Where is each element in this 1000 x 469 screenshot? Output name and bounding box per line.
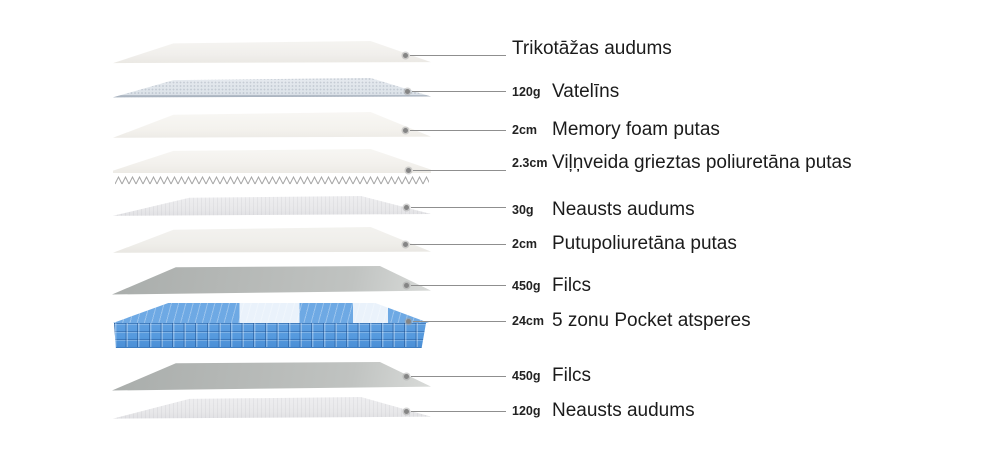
label-nonwoven-bottom: 120g Neausts audums bbox=[512, 397, 695, 425]
layer-name: Memory foam putas bbox=[552, 119, 720, 140]
layer-felt-top-illustration bbox=[112, 266, 431, 296]
label-knit-fabric: Trikotāžas audums bbox=[512, 35, 672, 63]
leader-rule bbox=[413, 169, 506, 172]
label-nonwoven-thin: 30g Neausts audums bbox=[512, 196, 695, 224]
wave-foam-sheet bbox=[113, 149, 431, 173]
leader-rule bbox=[410, 54, 506, 57]
measurement-value: 450g bbox=[512, 279, 541, 293]
leader-dot-icon bbox=[406, 319, 411, 324]
layer-name: Filcs bbox=[552, 365, 592, 386]
measurement-value: 120g bbox=[512, 85, 541, 99]
label-wave-cut-foam: 2.3cm Viļņveida grieztas poliuretāna put… bbox=[512, 149, 852, 177]
polyurethane-sheet bbox=[113, 227, 431, 253]
leader-dot-icon bbox=[404, 374, 409, 379]
label-felt-top: 450g Filcs bbox=[512, 272, 591, 300]
felt-sheet-bottom bbox=[112, 362, 431, 391]
label-polyurethane-foam: 2cm Putupoliuretāna putas bbox=[512, 230, 737, 258]
layer-name: Filcs bbox=[552, 275, 592, 296]
leader-dot-icon bbox=[406, 168, 411, 173]
leader-rule bbox=[412, 90, 506, 93]
leader-rule bbox=[410, 243, 506, 246]
measurement-value: 2cm bbox=[512, 237, 538, 251]
measurement-value: 450g bbox=[512, 369, 541, 383]
leader-rule bbox=[411, 206, 506, 209]
leader-rule bbox=[411, 375, 506, 378]
layer-knit-fabric-illustration bbox=[113, 41, 431, 65]
measurement-value: 120g bbox=[512, 404, 541, 418]
layer-pocket-springs-illustration bbox=[113, 303, 429, 348]
felt-sheet-top bbox=[112, 266, 431, 295]
leader-rule bbox=[413, 320, 506, 323]
nonwoven-sheet bbox=[113, 196, 431, 216]
layer-felt-bottom-illustration bbox=[112, 362, 431, 392]
layer-name: 5 zonu Pocket atsperes bbox=[552, 310, 751, 331]
leader-dot-icon bbox=[404, 409, 409, 414]
leader-rule bbox=[411, 410, 506, 413]
leader-dot-icon bbox=[403, 242, 408, 247]
leader-dot-icon bbox=[404, 283, 409, 288]
layer-name: Viļņveida grieztas poliuretāna putas bbox=[552, 152, 852, 173]
layer-name: Putupoliuretāna putas bbox=[552, 233, 737, 254]
pocket-springs-front-grid bbox=[114, 323, 426, 348]
layer-name: Neausts audums bbox=[552, 199, 695, 220]
leader-dot-icon bbox=[404, 205, 409, 210]
leader-dot-icon bbox=[403, 128, 408, 133]
layer-polyurethane-foam-illustration bbox=[113, 227, 431, 255]
nonwoven-sheet-bottom bbox=[113, 397, 431, 419]
pocket-springs-top-zones bbox=[113, 303, 429, 323]
layer-nonwoven-thin-illustration bbox=[113, 196, 431, 218]
wadding-sheet bbox=[113, 78, 431, 98]
leader-rule bbox=[411, 284, 506, 287]
label-felt-bottom: 450g Filcs bbox=[512, 362, 591, 390]
layer-memory-foam-illustration bbox=[113, 112, 431, 140]
leader-dot-icon bbox=[405, 89, 410, 94]
memory-foam-sheet bbox=[113, 112, 431, 138]
knit-fabric-sheet bbox=[113, 41, 431, 64]
layer-name: Neausts audums bbox=[552, 400, 695, 421]
measurement-value: 2cm bbox=[512, 123, 538, 137]
measurement-value: 2.3cm bbox=[512, 156, 548, 170]
label-pocket-springs: 24cm 5 zonu Pocket atsperes bbox=[512, 307, 751, 335]
layer-name: Trikotāžas audums bbox=[512, 38, 672, 59]
leader-dot-icon bbox=[403, 53, 408, 58]
layer-name: Vatelīns bbox=[552, 81, 620, 102]
measurement-value: 30g bbox=[512, 203, 534, 217]
label-memory-foam: 2cm Memory foam putas bbox=[512, 116, 720, 144]
layer-wave-cut-foam-illustration bbox=[113, 149, 431, 185]
measurement-value: 24cm bbox=[512, 314, 544, 328]
wave-cut-zigzag-edge bbox=[115, 172, 429, 185]
layer-nonwoven-bottom-illustration bbox=[113, 397, 431, 421]
label-wadding: 120g Vatelīns bbox=[512, 78, 619, 106]
layer-wadding-illustration bbox=[113, 78, 431, 99]
leader-rule bbox=[410, 129, 506, 132]
